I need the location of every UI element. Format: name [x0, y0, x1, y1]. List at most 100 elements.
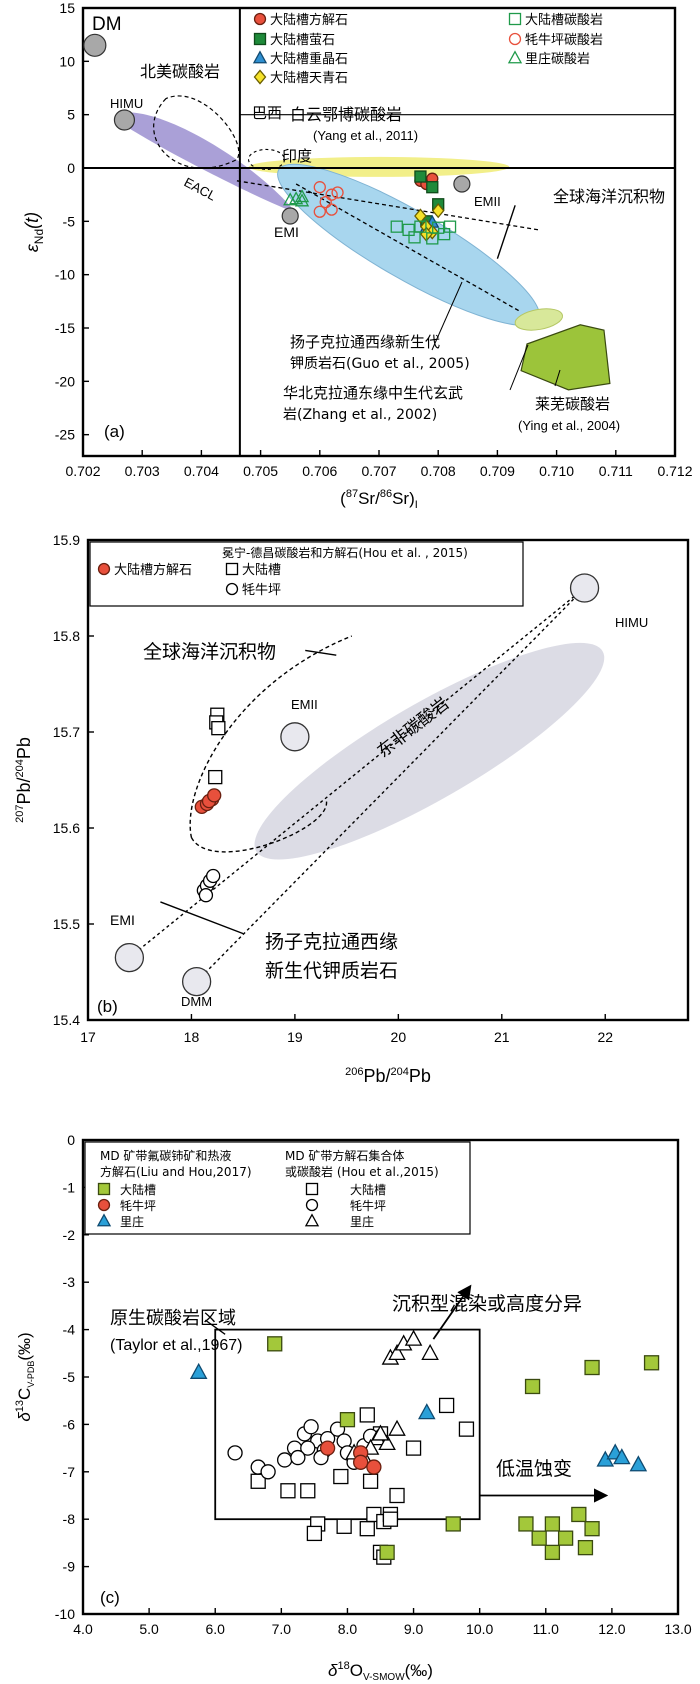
- label-part: 206: [345, 1066, 363, 1078]
- data-point: [421, 1343, 439, 1360]
- x-tick-label: 9.0: [404, 1621, 424, 1637]
- y-tick-label: -1: [63, 1179, 76, 1195]
- data-point: [388, 1419, 406, 1436]
- annotation: 华北克拉通东缘中生代玄武: [283, 384, 463, 402]
- x-tick-label: 12.0: [598, 1621, 625, 1637]
- legend-marker: [97, 562, 111, 576]
- label-part: Nd: [32, 229, 46, 244]
- data-point: [577, 1539, 594, 1556]
- x-tick-label: 5.0: [139, 1621, 159, 1637]
- data-point: [405, 1440, 422, 1456]
- eacl-field: [124, 112, 297, 213]
- y-tick-label: -9: [63, 1559, 76, 1575]
- data-point: [325, 203, 338, 216]
- data-point: [531, 1530, 547, 1546]
- data-point: [408, 231, 421, 244]
- label-part: 207: [14, 805, 26, 823]
- data-point: [366, 1459, 382, 1475]
- data-point: [445, 1516, 461, 1532]
- panel-b: 17 18 19 20 21 2215.915.815.715.615.515.4206P…: [14, 532, 690, 1086]
- legend-title: 方解石(Liu and Hou,2017): [100, 1164, 252, 1179]
- data-point: [584, 1521, 600, 1537]
- label-part: (‰): [15, 1332, 34, 1360]
- legend-label: 大陆槽: [120, 1182, 156, 1197]
- legend-label: 大陆槽碳酸岩: [525, 12, 603, 28]
- y-tick-label: 10: [59, 53, 75, 69]
- legend-box: [84, 1141, 471, 1235]
- end-member-dmm: [181, 966, 212, 997]
- data-point: [458, 1421, 475, 1437]
- data-point: [414, 170, 427, 183]
- label-part: C: [15, 1388, 34, 1400]
- x-tick-label: 0.712: [657, 463, 692, 479]
- end-member-dm: [83, 33, 107, 57]
- legend-title: MD 矿带氟碳铈矿和热液: [100, 1148, 231, 1163]
- data-point: [353, 1454, 369, 1470]
- data-point: [379, 1544, 395, 1561]
- y-tick-label: -15: [55, 320, 75, 336]
- annotation: 扬子克拉通西缘新生代: [290, 333, 440, 351]
- data-point: [280, 1483, 296, 1499]
- annotation: (Ying et al., 2004): [518, 418, 620, 433]
- legend-label: 大陆槽: [350, 1182, 386, 1197]
- legend-marker: [304, 1213, 320, 1227]
- label-part: δ: [328, 1661, 338, 1680]
- legend-label: 牦牛坪碳酸岩: [525, 33, 603, 48]
- data-point: [390, 220, 403, 233]
- end-member-himu: [113, 109, 136, 131]
- y-tick-label: -8: [63, 1511, 76, 1527]
- y-tick-label: -10: [55, 1606, 75, 1622]
- y-tick-label: 5: [67, 107, 75, 123]
- y-tick-label: -6: [63, 1416, 76, 1432]
- data-point: [378, 1433, 396, 1451]
- y-tick-label: 15: [59, 0, 75, 16]
- y-tick-label: -10: [55, 267, 75, 283]
- label-part: O: [350, 1661, 363, 1680]
- x-tick-label: 8.0: [338, 1621, 358, 1637]
- label-part: 86: [380, 488, 392, 500]
- leader-line: [431, 281, 463, 351]
- annotation: 低温蚀变: [496, 1458, 572, 1480]
- y-axis-title: 207Pb/204Pb: [14, 737, 34, 823]
- legend-marker: [305, 1198, 319, 1212]
- y-tick-label: -20: [55, 373, 75, 389]
- data-point: [426, 181, 439, 194]
- annotation: 全球海洋沉积物: [143, 641, 276, 663]
- data-point: [227, 1445, 243, 1461]
- legend-label: 牦牛坪: [120, 1198, 156, 1213]
- data-point: [208, 769, 223, 785]
- data-point: [333, 1468, 349, 1485]
- legend-label: 大陆槽方解石: [270, 12, 348, 28]
- data-point: [524, 1378, 541, 1395]
- data-point: [300, 1440, 316, 1456]
- label-part: I: [415, 499, 418, 511]
- legend-marker: [225, 582, 239, 596]
- label-part: 87: [346, 488, 358, 500]
- legend-label: 里庄碳酸岩: [525, 51, 590, 67]
- y-tick-label: 0: [67, 160, 75, 176]
- end-member-label: EMI: [110, 912, 135, 928]
- data-point: [189, 1362, 208, 1379]
- annotation: EACL: [182, 174, 219, 203]
- x-tick-label: 17: [80, 1029, 96, 1045]
- y-tick-label: -25: [55, 427, 75, 443]
- legend-label: 牦牛坪: [242, 583, 281, 598]
- annotation: 印度: [282, 147, 312, 165]
- data-point: [389, 1487, 405, 1504]
- x-tick-label: 0.704: [184, 463, 219, 479]
- annotation: 原生碳酸岩区域: [110, 1308, 236, 1329]
- y-tick-label: 15.7: [53, 724, 80, 740]
- legend-marker: [225, 562, 239, 576]
- legend-marker: [253, 12, 267, 26]
- x-tick-label: 21: [494, 1029, 510, 1045]
- end-member-himu: [569, 573, 600, 603]
- x-tick-label: 10.0: [466, 1621, 493, 1637]
- y-tick-label: 15.8: [53, 628, 80, 644]
- label-part: δ: [15, 1412, 34, 1422]
- data-point: [260, 1464, 276, 1480]
- data-point: [306, 1525, 323, 1542]
- x-tick-label: 19: [287, 1029, 303, 1045]
- label-part: Pb/: [363, 1066, 390, 1086]
- x-tick-label: 4.0: [73, 1621, 93, 1637]
